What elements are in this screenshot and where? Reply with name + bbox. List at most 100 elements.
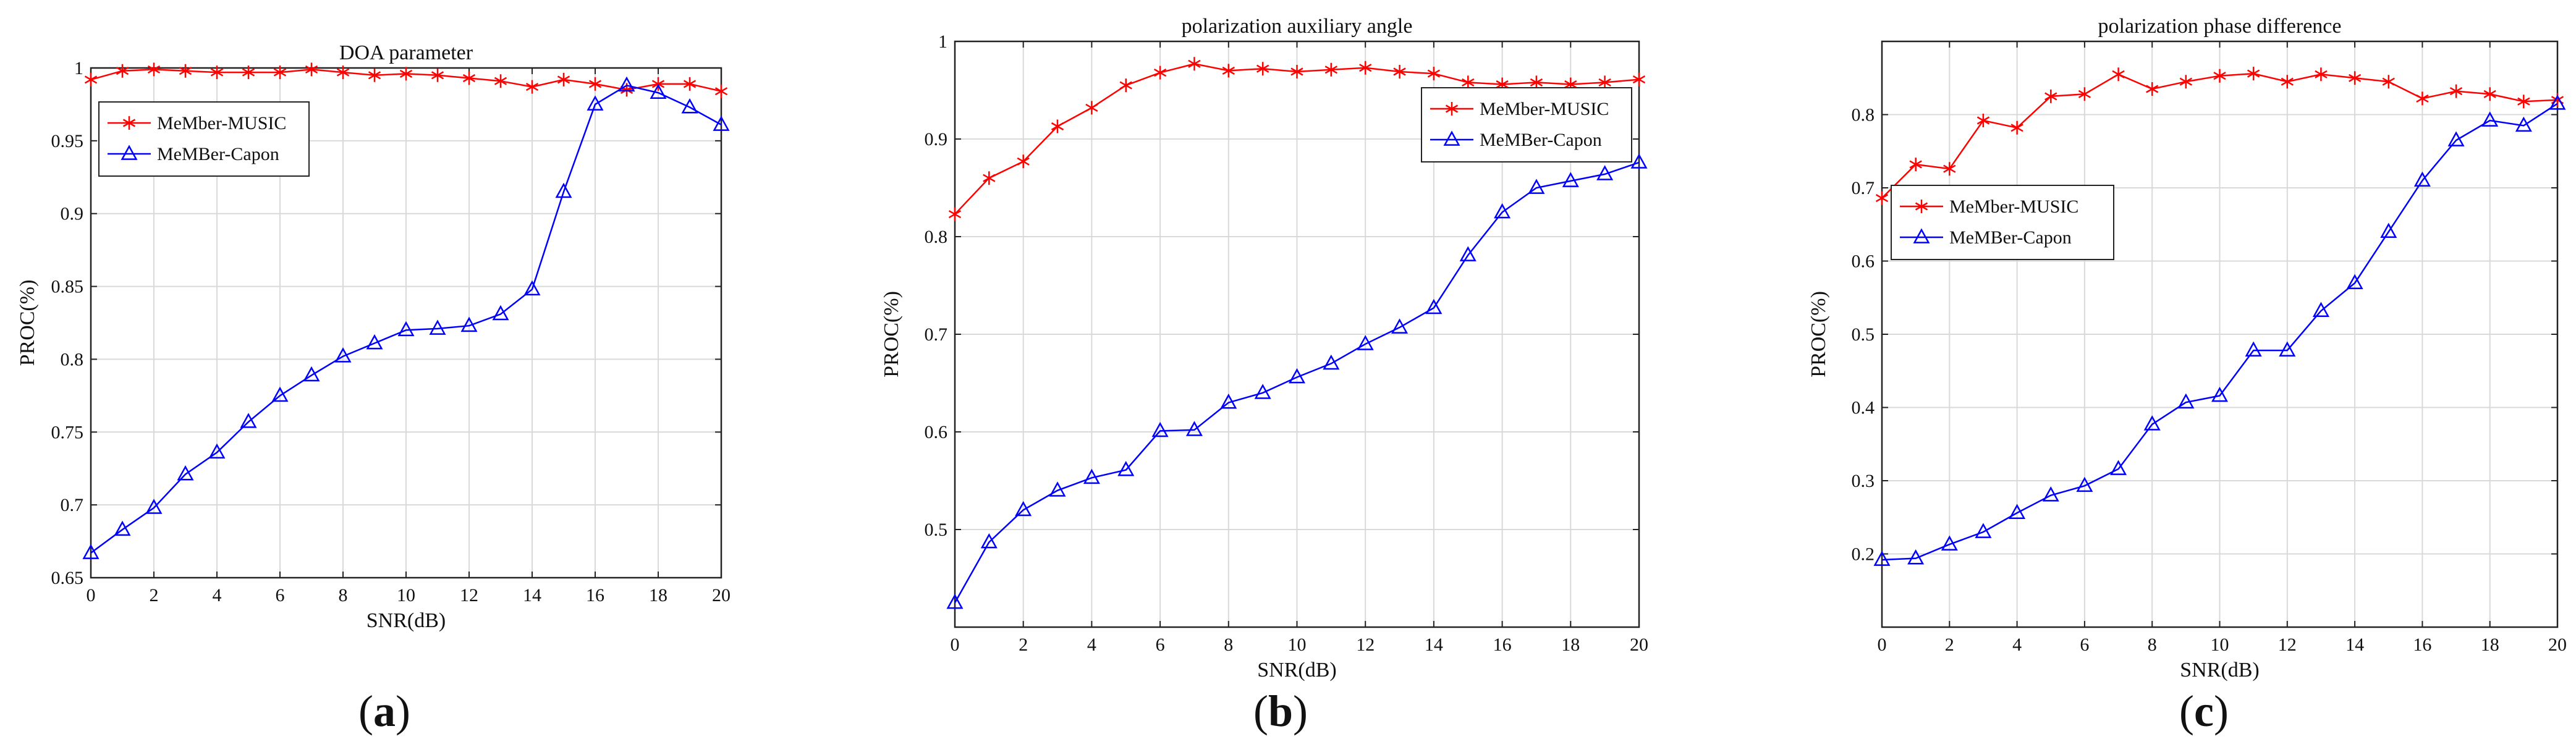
x-tick-label: 0 bbox=[1878, 635, 1887, 655]
data-point-triangle bbox=[2346, 274, 2363, 289]
data-point-triangle bbox=[1494, 203, 1511, 219]
data-point-triangle bbox=[2076, 476, 2093, 492]
x-tick-label: 8 bbox=[2148, 635, 2157, 655]
y-tick-label: 0.75 bbox=[51, 422, 84, 442]
chart-title: polarization phase difference bbox=[2098, 15, 2342, 38]
data-point-triangle bbox=[1528, 179, 1545, 194]
x-tick-label: 18 bbox=[2481, 635, 2499, 655]
data-point-star bbox=[2382, 75, 2395, 89]
series-line bbox=[1881, 103, 2558, 561]
x-tick-label: 12 bbox=[460, 585, 478, 606]
panel-label-a: (a) bbox=[358, 686, 410, 736]
series-capon bbox=[1873, 95, 2566, 566]
data-point-star bbox=[1222, 64, 1235, 78]
panel-label-b: (b) bbox=[1253, 686, 1308, 736]
data-point-star bbox=[2483, 87, 2496, 101]
y-tick-label: 0.9 bbox=[61, 204, 84, 224]
y-tick-label: 0.7 bbox=[925, 324, 948, 345]
data-point-triangle bbox=[2312, 302, 2329, 317]
data-point-star bbox=[1324, 62, 1338, 77]
x-tick-label: 0 bbox=[87, 585, 96, 606]
data-point-star bbox=[273, 65, 287, 80]
data-point-triangle bbox=[492, 305, 509, 321]
x-tick-label: 20 bbox=[712, 585, 731, 606]
data-point-triangle bbox=[177, 465, 194, 481]
paren-close: ) bbox=[1293, 686, 1308, 736]
series-capon bbox=[946, 153, 1648, 609]
chart-panel-b: 0 2 4 6 8 10 12 14 16 18 20 0.5 0.6 0.7 0.8 0.9 1 polariz… bbox=[880, 15, 1648, 682]
data-point-triangle bbox=[1357, 335, 1374, 350]
paren-open: ( bbox=[2179, 686, 2194, 736]
legend-entry-label: MeMBer-Capon bbox=[1480, 130, 1602, 150]
data-point-triangle bbox=[1941, 535, 1958, 551]
data-point-star bbox=[714, 84, 728, 98]
x-axis-label: SNR(dB) bbox=[1257, 659, 1336, 682]
data-point-triangle bbox=[1254, 384, 1271, 399]
data-point-triangle bbox=[2447, 131, 2465, 146]
y-tick-label: 0.5 bbox=[1852, 324, 1875, 345]
data-point-star bbox=[210, 65, 224, 80]
data-point-star bbox=[1119, 78, 1132, 93]
y-tick-label: 0.65 bbox=[51, 568, 84, 588]
data-point-triangle bbox=[2481, 111, 2499, 127]
paren-open: ( bbox=[1253, 686, 1268, 736]
paren-close: ) bbox=[2214, 686, 2229, 736]
x-axis-label: SNR(dB) bbox=[366, 609, 446, 632]
data-point-star bbox=[1530, 75, 1543, 90]
data-point-star bbox=[2010, 120, 2023, 135]
data-point-triangle bbox=[1185, 421, 1203, 436]
data-point-star bbox=[1051, 119, 1064, 133]
x-tick-label: 18 bbox=[1561, 635, 1580, 655]
data-point-triangle bbox=[523, 280, 541, 296]
data-point-triangle bbox=[114, 520, 131, 536]
x-tick-label: 2 bbox=[1019, 635, 1028, 655]
data-point-triangle bbox=[2143, 415, 2161, 431]
data-point-triangle bbox=[2515, 116, 2532, 132]
data-point-star bbox=[2517, 95, 2530, 109]
data-point-star bbox=[2112, 67, 2125, 82]
x-tick-label: 2 bbox=[150, 585, 159, 606]
legend-box bbox=[1421, 87, 1632, 162]
data-point-triangle bbox=[303, 366, 320, 382]
data-point-star bbox=[116, 64, 129, 78]
chart-panel-c: 0 2 4 6 8 10 12 14 16 18 20 0.2 0.3 0.4 0.5 0.6 0.7 0.8 po… bbox=[1807, 15, 2567, 682]
legend: MeMber-MUSIC MeMBer-Capon bbox=[1421, 87, 1632, 162]
data-point-star bbox=[683, 77, 697, 91]
legend-marker-star bbox=[1445, 102, 1459, 116]
data-point-star bbox=[399, 67, 413, 81]
data-point-triangle bbox=[2009, 504, 2026, 520]
legend-marker-star bbox=[122, 116, 136, 130]
data-point-star bbox=[588, 77, 602, 91]
data-point-star bbox=[1290, 65, 1303, 78]
data-point-triangle bbox=[1873, 551, 1891, 566]
data-point-star bbox=[147, 62, 161, 77]
data-point-star bbox=[2416, 91, 2429, 106]
panel-letter: b bbox=[1268, 686, 1293, 736]
data-point-triangle bbox=[1425, 298, 1443, 314]
data-point-star bbox=[242, 65, 255, 80]
legend-marker-triangle bbox=[1443, 130, 1460, 146]
chart-panel-a: 0 2 4 6 8 10 12 14 16 18 20 0.65 0.7 0.75 0.8 0.85 0.9 0.… bbox=[16, 41, 731, 632]
legend-entry-label: MeMBer-Capon bbox=[1949, 227, 2072, 248]
data-point-star bbox=[336, 65, 350, 80]
data-point-triangle bbox=[587, 95, 604, 111]
legend-box bbox=[1891, 185, 2114, 260]
data-point-star bbox=[2146, 82, 2159, 96]
data-point-star bbox=[1943, 162, 1956, 176]
chart-title: DOA parameter bbox=[339, 41, 473, 64]
data-point-star bbox=[2179, 75, 2193, 89]
y-axis-label: PROC(%) bbox=[880, 291, 903, 378]
data-point-triangle bbox=[1220, 394, 1237, 409]
data-point-star bbox=[462, 71, 476, 85]
data-point-triangle bbox=[681, 98, 698, 114]
data-point-triangle bbox=[240, 413, 257, 428]
data-point-triangle bbox=[1907, 549, 1925, 565]
data-point-star bbox=[557, 72, 570, 87]
x-tick-label: 16 bbox=[1493, 635, 1512, 655]
data-point-triangle bbox=[2042, 486, 2059, 502]
data-point-star bbox=[2449, 84, 2463, 98]
data-point-star bbox=[1875, 191, 1889, 205]
data-point-triangle bbox=[650, 83, 667, 99]
